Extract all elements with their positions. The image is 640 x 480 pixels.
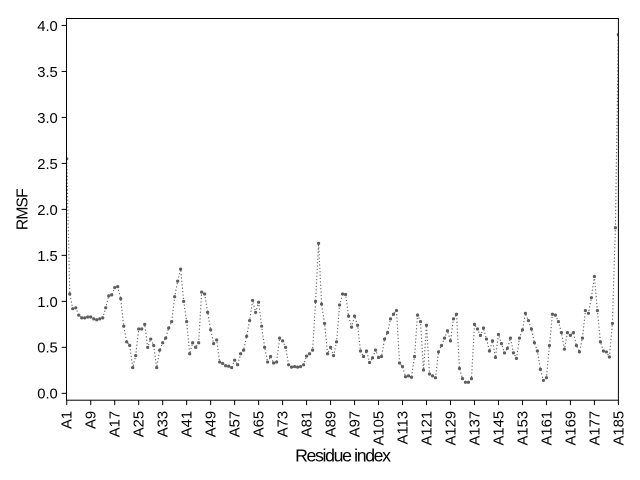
svg-text:A185: A185 [611,411,627,446]
svg-text:A177: A177 [587,411,603,446]
svg-text:A129: A129 [443,411,459,446]
svg-text:A25: A25 [132,411,148,437]
svg-text:A169: A169 [563,411,579,446]
svg-text:A105: A105 [371,411,387,446]
svg-text:A9: A9 [84,411,100,429]
svg-text:A121: A121 [419,411,435,446]
svg-text:A161: A161 [539,411,555,446]
svg-text:0.0: 0.0 [37,387,58,403]
svg-text:RMSF: RMSF [14,189,31,230]
svg-text:2.5: 2.5 [37,157,58,173]
svg-text:A1: A1 [60,411,76,429]
svg-text:A97: A97 [347,411,363,437]
svg-text:A17: A17 [108,411,124,437]
svg-text:A49: A49 [204,411,220,437]
svg-text:A33: A33 [156,411,172,437]
svg-text:A57: A57 [228,411,244,437]
svg-text:Residue index: Residue index [295,446,391,466]
svg-text:A145: A145 [491,411,507,446]
svg-text:3.0: 3.0 [37,111,58,127]
svg-text:2.0: 2.0 [37,203,58,219]
svg-text:A81: A81 [299,411,315,437]
svg-text:0.5: 0.5 [37,341,58,357]
svg-text:1.5: 1.5 [37,249,58,265]
svg-text:A153: A153 [515,411,531,446]
svg-text:1.0: 1.0 [37,295,58,311]
svg-text:A89: A89 [323,411,339,437]
svg-text:A65: A65 [252,411,268,437]
svg-text:A73: A73 [276,411,292,437]
svg-text:3.5: 3.5 [37,65,58,81]
svg-text:A137: A137 [467,411,483,446]
svg-text:A41: A41 [180,411,196,437]
svg-text:A113: A113 [395,411,411,444]
svg-text:4.0: 4.0 [37,19,58,35]
